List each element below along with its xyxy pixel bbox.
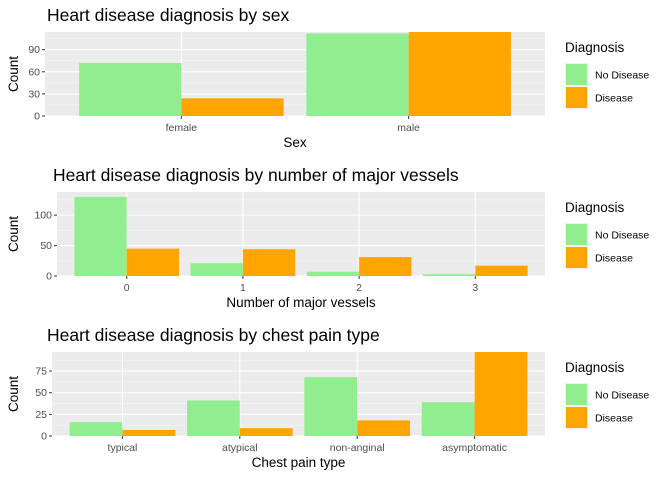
legend-key-no-disease bbox=[566, 384, 587, 405]
bar-no-disease-non-anginal bbox=[304, 377, 358, 436]
bar-no-disease-3 bbox=[423, 274, 476, 276]
legend-label: Disease bbox=[595, 253, 633, 265]
legend-label: Disease bbox=[595, 93, 633, 105]
x-tick-label: asymptomatic bbox=[442, 442, 507, 454]
legend-key-disease bbox=[566, 407, 587, 428]
x-tick-label: 3 bbox=[472, 282, 478, 294]
legend-key-no-disease bbox=[566, 224, 587, 245]
y-tick-label: 50 bbox=[40, 240, 52, 252]
x-tick-label: 0 bbox=[124, 282, 130, 294]
bar-disease-2 bbox=[359, 257, 412, 276]
y-tick-label: 50 bbox=[35, 387, 47, 399]
x-tick-label: typical bbox=[108, 442, 138, 454]
chart-title: Heart disease diagnosis by chest pain ty… bbox=[47, 325, 380, 345]
bar-disease-female bbox=[181, 98, 284, 116]
bar-disease-atypical bbox=[239, 428, 293, 436]
legend-key-disease bbox=[566, 247, 587, 268]
y-axis-title: Count bbox=[6, 216, 21, 252]
y-axis-title: Count bbox=[6, 56, 21, 92]
legend-label: No Disease bbox=[595, 70, 649, 82]
x-tick-label: 2 bbox=[356, 282, 362, 294]
chart-title: Heart disease diagnosis by number of maj… bbox=[53, 165, 459, 185]
bar-disease-non-anginal bbox=[357, 420, 411, 436]
bar-no-disease-1 bbox=[190, 263, 243, 276]
legend-title: Diagnosis bbox=[565, 200, 625, 215]
x-tick-label: atypical bbox=[222, 442, 258, 454]
bars bbox=[74, 196, 528, 276]
bars bbox=[79, 32, 511, 116]
x-tick-label: female bbox=[166, 122, 198, 134]
bar-no-disease-2 bbox=[306, 271, 360, 276]
legend-label: Disease bbox=[595, 413, 633, 425]
legend-label: No Disease bbox=[595, 390, 649, 402]
bar-disease-3 bbox=[475, 265, 528, 276]
chart-panel-0: Heart disease diagnosis by sex 0 30 60 90 fem… bbox=[6, 5, 649, 150]
bar-no-disease-male bbox=[306, 33, 409, 116]
bars bbox=[69, 352, 528, 436]
bar-disease-0 bbox=[126, 248, 179, 276]
x-axis-title: Chest pain type bbox=[252, 455, 346, 470]
bar-no-disease-female bbox=[79, 62, 182, 116]
x-axis-title: Sex bbox=[283, 135, 307, 150]
x-tick-label: 1 bbox=[240, 282, 246, 294]
y-tick-label: 100 bbox=[34, 210, 52, 222]
y-tick-label: 90 bbox=[28, 44, 40, 56]
chart-panel-2: Heart disease diagnosis by chest pain ty… bbox=[6, 325, 649, 470]
y-tick-label: 25 bbox=[35, 409, 47, 421]
legend-key-no-disease bbox=[566, 64, 587, 85]
legend-title: Diagnosis bbox=[565, 40, 625, 55]
x-tick-label: male bbox=[397, 122, 420, 134]
bar-no-disease-atypical bbox=[186, 400, 240, 436]
bar-no-disease-typical bbox=[69, 422, 123, 436]
y-tick-label: 0 bbox=[46, 271, 52, 283]
bar-no-disease-0 bbox=[74, 196, 127, 276]
y-tick-label: 60 bbox=[28, 66, 40, 78]
bar-disease-1 bbox=[242, 249, 296, 276]
y-tick-label: 0 bbox=[34, 111, 40, 123]
bar-disease-asymptomatic bbox=[474, 352, 528, 436]
chart-title: Heart disease diagnosis by sex bbox=[47, 5, 289, 25]
bar-disease-male bbox=[408, 32, 511, 116]
y-tick-label: 0 bbox=[41, 431, 47, 443]
legend-title: Diagnosis bbox=[565, 360, 625, 375]
bar-disease-typical bbox=[122, 429, 176, 436]
x-axis-title: Number of major vessels bbox=[226, 295, 376, 310]
chart-panel-1: Heart disease diagnosis by number of maj… bbox=[6, 165, 649, 310]
legend-label: No Disease bbox=[595, 230, 649, 242]
y-tick-label: 30 bbox=[28, 88, 40, 100]
y-tick-label: 75 bbox=[35, 366, 47, 378]
x-tick-label: non-anginal bbox=[330, 442, 385, 454]
y-axis-title: Count bbox=[6, 376, 21, 412]
legend-key-disease bbox=[566, 87, 587, 108]
bar-no-disease-asymptomatic bbox=[421, 402, 475, 436]
